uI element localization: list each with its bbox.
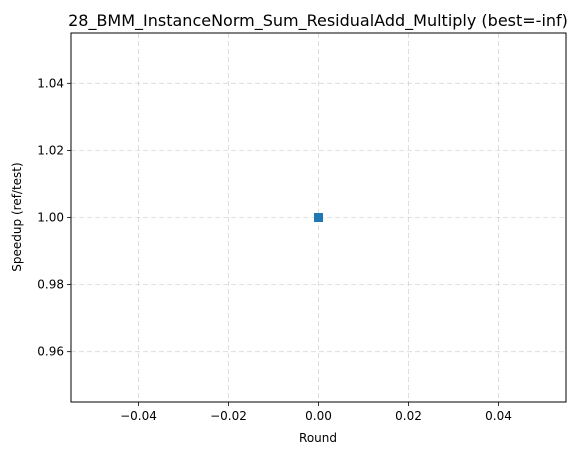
x-tick-label: −0.02 xyxy=(210,409,247,423)
y-tick-label: 1.00 xyxy=(37,211,64,225)
y-tick-label: 1.02 xyxy=(37,143,64,157)
y-axis-label: Speedup (ref/test) xyxy=(10,162,24,271)
y-tick-label: 0.98 xyxy=(37,278,64,292)
y-axis-ticks: 0.96 0.98 1.00 1.02 1.04 xyxy=(37,76,71,359)
x-tick-label: 0.02 xyxy=(395,409,422,423)
x-tick-label: 0.04 xyxy=(485,409,512,423)
y-tick-label: 0.96 xyxy=(37,345,64,359)
chart-title: 28_BMM_InstanceNorm_Sum_ResidualAdd_Mult… xyxy=(68,11,568,31)
x-tick-label: 0.00 xyxy=(305,409,332,423)
y-tick-label: 1.04 xyxy=(37,76,64,90)
x-tick-label: −0.04 xyxy=(120,409,157,423)
x-axis-ticks: −0.04 −0.02 0.00 0.02 0.04 xyxy=(120,402,512,423)
data-points xyxy=(314,213,323,222)
x-axis-label: Round xyxy=(299,431,337,445)
grid-lines xyxy=(71,33,566,402)
data-point xyxy=(314,213,323,222)
